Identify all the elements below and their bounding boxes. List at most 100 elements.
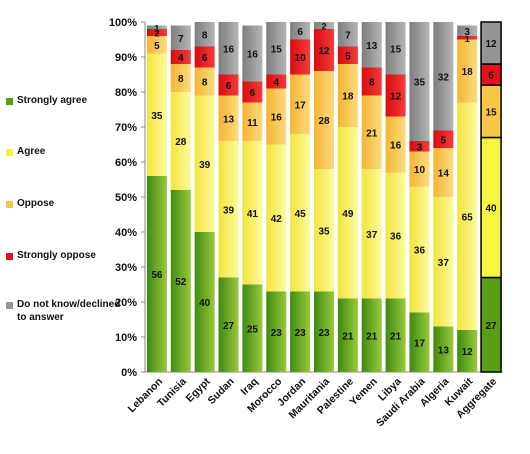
- legend-swatch-agree: [6, 149, 13, 156]
- legend-item-do-not-know: Do not know/declined to answer: [6, 298, 131, 324]
- bar-segment-iraq-1: [242, 141, 263, 285]
- bar-segment-saudi-arabia-3: [409, 141, 430, 152]
- data-label: 6: [297, 27, 303, 38]
- data-label: 35: [318, 226, 330, 237]
- data-label: 27: [223, 321, 235, 332]
- data-label: 10: [295, 53, 307, 64]
- bar-segment-palestine-2: [337, 64, 358, 127]
- legend-item-strongly-agree: Strongly agree: [6, 94, 131, 107]
- data-label: 45: [295, 209, 307, 220]
- bar-segment-kuwait-4: [457, 25, 478, 36]
- data-label: 1: [465, 34, 470, 44]
- bar-segment-morocco-0: [266, 291, 287, 372]
- bar-segment-kuwait-3: [457, 36, 478, 40]
- data-label: 27: [486, 321, 498, 332]
- y-tick-label: 100%: [109, 17, 137, 29]
- data-label: 4: [273, 78, 279, 89]
- legend-label-oppose: Oppose: [17, 198, 55, 209]
- data-label: 21: [366, 331, 378, 342]
- bar-segment-lebanon-1: [146, 53, 167, 176]
- data-label: 7: [178, 34, 184, 45]
- bar-segment-saudi-arabia-1: [409, 186, 430, 313]
- bar-segment-lebanon-4: [146, 25, 167, 29]
- y-tick-label: 90%: [115, 52, 137, 64]
- data-label: 3: [464, 27, 470, 38]
- data-label: 49: [342, 209, 354, 220]
- category-label-sudan: Sudan: [205, 376, 236, 407]
- bar-segment-palestine-0: [337, 298, 358, 372]
- data-label: 13: [223, 114, 235, 125]
- bar-segment-tunisia-0: [170, 190, 191, 372]
- bar-segment-kuwait-0: [457, 330, 478, 372]
- legend-item-strongly-oppose: Strongly oppose: [6, 249, 131, 262]
- data-label: 23: [318, 328, 330, 339]
- data-label: 37: [366, 230, 378, 241]
- bar-segment-palestine-3: [337, 46, 358, 64]
- data-label: 32: [438, 72, 450, 83]
- bar-segment-tunisia-4: [170, 25, 191, 50]
- data-label: 17: [295, 100, 307, 111]
- data-label: 16: [223, 44, 235, 55]
- bar-segment-lebanon-3: [146, 29, 167, 36]
- bar-segment-iraq-2: [242, 102, 263, 141]
- data-label: 8: [202, 30, 208, 41]
- y-tick-label: 10%: [115, 332, 137, 344]
- bar-segment-mauritania-0: [314, 291, 334, 372]
- bar-segment-algeria-4: [433, 22, 454, 131]
- bar-segment-egypt-2: [194, 67, 215, 96]
- data-label: 18: [342, 92, 354, 103]
- bar-segment-tunisia-1: [170, 92, 191, 190]
- legend-swatch-oppose: [6, 201, 13, 208]
- bar-segment-algeria-3: [433, 130, 454, 148]
- data-label: 12: [318, 46, 330, 57]
- data-label: 23: [295, 328, 307, 339]
- data-label: 8: [178, 74, 184, 85]
- data-label: 15: [390, 44, 402, 55]
- data-label: 21: [366, 128, 378, 139]
- bar-segment-tunisia-2: [170, 64, 191, 92]
- data-label: 35: [151, 111, 163, 122]
- data-label: 6: [250, 88, 256, 99]
- data-label: 12: [390, 92, 402, 103]
- data-label: 25: [247, 324, 259, 335]
- data-label: 18: [462, 67, 474, 78]
- data-label: 2: [154, 29, 159, 39]
- bar-segment-lebanon-0: [146, 176, 167, 372]
- legend-label-agree: Agree: [17, 146, 46, 157]
- data-label: 6: [226, 81, 232, 92]
- bar-segment-sudan-1: [218, 141, 239, 278]
- data-label: 13: [366, 41, 378, 52]
- bar-segment-egypt-1: [194, 95, 215, 232]
- data-label: 16: [271, 113, 283, 124]
- bar-segment-yemen-2: [361, 95, 382, 169]
- bar-segment-yemen-3: [361, 67, 382, 96]
- data-label: 6: [488, 71, 494, 82]
- legend-item-oppose: Oppose: [6, 197, 131, 210]
- bar-segment-algeria-2: [433, 148, 454, 197]
- bar-segment-palestine-1: [337, 127, 358, 299]
- legend-label-do-not-know: Do not know/declined to answer: [17, 299, 121, 323]
- y-tick-label: 40%: [115, 227, 137, 239]
- bar-segment-morocco-1: [266, 144, 287, 292]
- data-label: 42: [271, 214, 283, 225]
- bar-segment-mauritania-3: [314, 29, 334, 71]
- bar-segment-egypt-4: [194, 22, 215, 47]
- bar-segment-aggregate-4: [480, 21, 502, 65]
- data-label: 15: [486, 107, 498, 118]
- bar-segment-kuwait-1: [457, 102, 478, 330]
- category-label-lebanon: Lebanon: [126, 376, 165, 415]
- bar-segment-lebanon-2: [146, 36, 167, 54]
- y-tick-label: 20%: [115, 297, 137, 309]
- bar-segment-algeria-0: [433, 326, 454, 372]
- bar-segment-egypt-0: [194, 232, 215, 372]
- bar-segment-mauritania-4: [314, 22, 334, 29]
- legend-swatch-strongly-oppose: [6, 253, 13, 260]
- data-label: 15: [271, 44, 283, 55]
- y-tick-label: 60%: [115, 157, 137, 169]
- data-label: 52: [175, 277, 187, 288]
- data-label: 23: [271, 328, 283, 339]
- bar-segment-jordan-1: [290, 134, 311, 292]
- data-label: 36: [390, 232, 402, 243]
- data-label: 40: [486, 204, 498, 215]
